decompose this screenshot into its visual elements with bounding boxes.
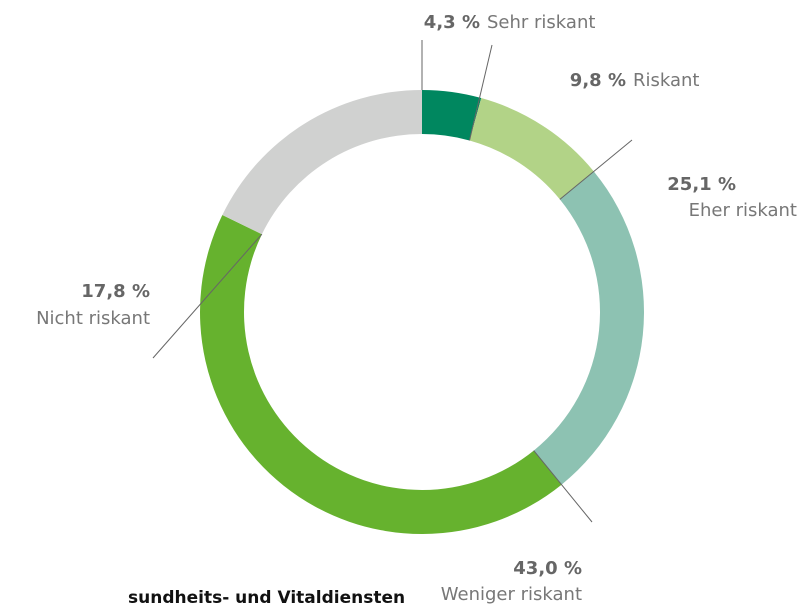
leader-line: [469, 44, 493, 141]
category-label: Riskant: [633, 70, 700, 91]
donut-segment: [222, 90, 422, 235]
category-label: Weniger riskant: [441, 584, 582, 605]
value-label: 4,3 %: [424, 12, 480, 33]
leader-line: [533, 450, 593, 523]
caption: sundheits- und Vitaldiensten: [128, 588, 405, 607]
leader-line: [152, 233, 263, 359]
value-label: 43,0 %: [513, 558, 582, 579]
category-label: Nicht riskant: [36, 308, 150, 329]
category-label: Sehr riskant: [487, 12, 595, 33]
value-label: 17,8 %: [81, 281, 150, 302]
donut-segment: [200, 214, 562, 534]
value-label: 25,1 %: [667, 174, 736, 195]
donut-segment: [469, 98, 594, 200]
donut-segment: [533, 171, 644, 485]
donut-segment: [422, 90, 482, 141]
category-label: Eher riskant: [689, 200, 797, 221]
value-label: 9,8 %: [570, 70, 626, 91]
leader-line: [559, 139, 633, 200]
